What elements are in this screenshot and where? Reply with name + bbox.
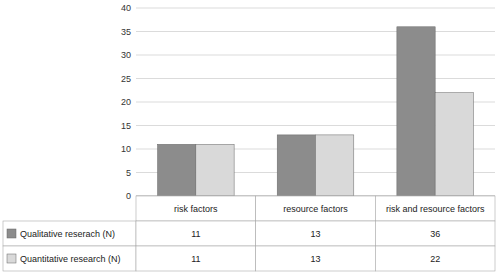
- y-tick-label: 5: [126, 168, 131, 178]
- bars: [158, 27, 474, 196]
- bar: [277, 135, 315, 196]
- category-label: risk factors: [174, 204, 218, 214]
- table-cell: [256, 221, 376, 246]
- y-tick-label: 35: [121, 27, 131, 37]
- table-cell: [375, 221, 495, 246]
- table-value: 13: [310, 254, 320, 264]
- legend-swatch: [7, 229, 16, 238]
- table-cell: [136, 196, 256, 221]
- table-cell: [3, 221, 136, 246]
- legend-label: Quantitative research (N): [20, 254, 121, 264]
- y-tick-label: 10: [121, 144, 131, 154]
- chart-container: 0 5 10 15 20 25 30 35 40 risk factors resource fac…: [0, 0, 500, 277]
- table-cell: [3, 246, 136, 271]
- y-tick-label: 0: [126, 191, 131, 201]
- bar: [435, 93, 473, 196]
- y-tick-label: 40: [121, 3, 131, 13]
- y-tick-label: 30: [121, 50, 131, 60]
- table-cell: [136, 246, 256, 271]
- bar: [397, 27, 435, 196]
- bar: [196, 144, 234, 196]
- y-axis: 0 5 10 15 20 25 30 35 40: [121, 3, 495, 201]
- data-table: risk factors resource factors risk and res…: [3, 196, 495, 271]
- table-cell: [375, 196, 495, 221]
- category-label: risk and resource factors: [386, 204, 485, 214]
- bar: [316, 135, 354, 196]
- bar: [158, 144, 196, 196]
- table-cell: [136, 221, 256, 246]
- grid-line: [136, 8, 495, 9]
- chart: 0 5 10 15 20 25 30 35 40 risk factors resource fac…: [0, 0, 500, 277]
- legend-label: Qualitative reserach (N): [20, 229, 115, 239]
- table-cell: [375, 246, 495, 271]
- y-tick-label: 20: [121, 97, 131, 107]
- table-value: 11: [191, 229, 200, 239]
- y-tick-label: 15: [121, 121, 131, 131]
- y-tick-label: 25: [121, 74, 131, 84]
- table-value: 11: [191, 254, 200, 264]
- table-value: 22: [430, 254, 440, 264]
- grid-line: [136, 31, 495, 32]
- table-value: 13: [310, 229, 320, 239]
- table-cell: [256, 196, 376, 221]
- table-value: 36: [430, 229, 440, 239]
- table-cell: [256, 246, 376, 271]
- category-label: resource factors: [283, 204, 348, 214]
- legend-swatch: [7, 254, 16, 263]
- grid-line: [136, 55, 495, 56]
- grid-line: [136, 78, 495, 79]
